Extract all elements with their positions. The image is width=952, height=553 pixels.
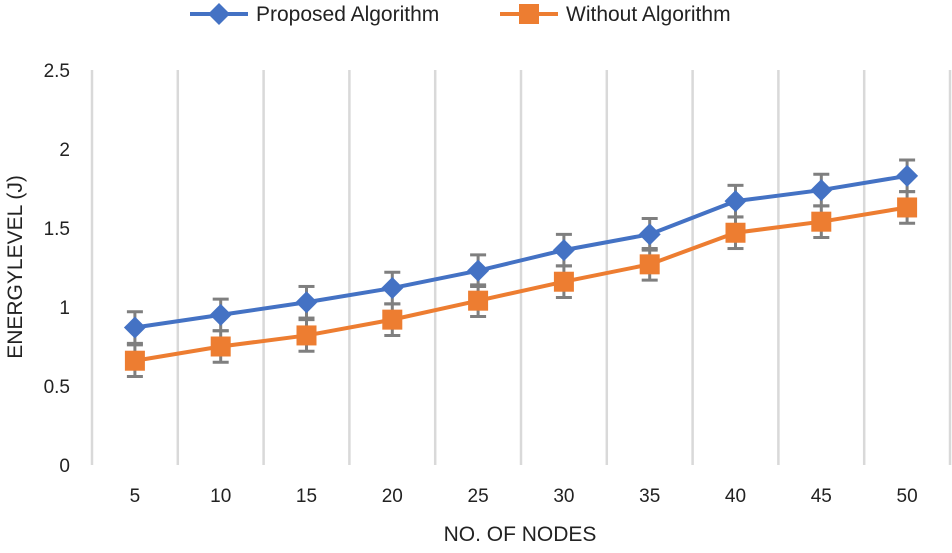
legend-marker-square [519, 4, 539, 24]
data-point-diamond [381, 277, 404, 300]
x-tick-label: 20 [382, 486, 403, 507]
data-point-diamond [552, 239, 575, 262]
series-layer [123, 158, 919, 379]
series-line-0 [134, 173, 908, 330]
y-axis-ticks: 0 0.5 1 1.5 2 2.5 [44, 61, 70, 477]
x-tick-label: 30 [553, 486, 574, 507]
y-tick-label: 2 [59, 140, 70, 161]
gridlines [90, 70, 952, 465]
x-axis-ticks: 5 10 15 20 25 30 35 40 45 50 [130, 486, 918, 507]
x-tick-label: 35 [639, 486, 660, 507]
data-point-diamond [209, 303, 232, 326]
x-axis-label: NO. OF NODES [444, 523, 597, 546]
data-point-square [124, 350, 145, 371]
data-point-diamond [123, 316, 146, 339]
data-point-diamond [724, 190, 747, 213]
x-tick-label: 15 [296, 486, 317, 507]
y-tick-label: 2.5 [44, 61, 70, 82]
data-point-square [382, 309, 403, 330]
legend: Proposed Algorithm Without Algorithm [190, 3, 731, 26]
x-tick-label: 40 [725, 486, 746, 507]
y-axis-label: ENERGYLEVEL (J) [4, 175, 27, 359]
legend-label: Without Algorithm [566, 3, 731, 26]
y-tick-label: 1 [59, 298, 70, 319]
data-point-square [811, 211, 832, 232]
x-tick-label: 50 [897, 486, 918, 507]
data-point-square [468, 290, 489, 311]
legend-marker-diamond [208, 3, 230, 25]
x-tick-label: 10 [210, 486, 231, 507]
data-point-square [296, 325, 317, 346]
x-tick-label: 45 [811, 486, 832, 507]
data-point-diamond [810, 179, 833, 202]
data-point-square [553, 271, 574, 292]
data-point-diamond [295, 291, 318, 314]
x-tick-label: 25 [468, 486, 489, 507]
data-point-square [725, 222, 746, 243]
data-point-square [897, 197, 918, 218]
data-point-square [639, 254, 660, 275]
data-point-diamond [467, 259, 490, 282]
data-point-square [210, 336, 231, 357]
y-tick-label: 1.5 [44, 219, 70, 240]
y-tick-label: 0 [59, 456, 70, 477]
data-point-diamond [896, 164, 919, 187]
series-line-1 [134, 205, 908, 363]
legend-label: Proposed Algorithm [256, 3, 439, 26]
data-point-diamond [638, 223, 661, 246]
y-tick-label: 0.5 [44, 377, 70, 398]
x-tick-label: 5 [130, 486, 141, 507]
